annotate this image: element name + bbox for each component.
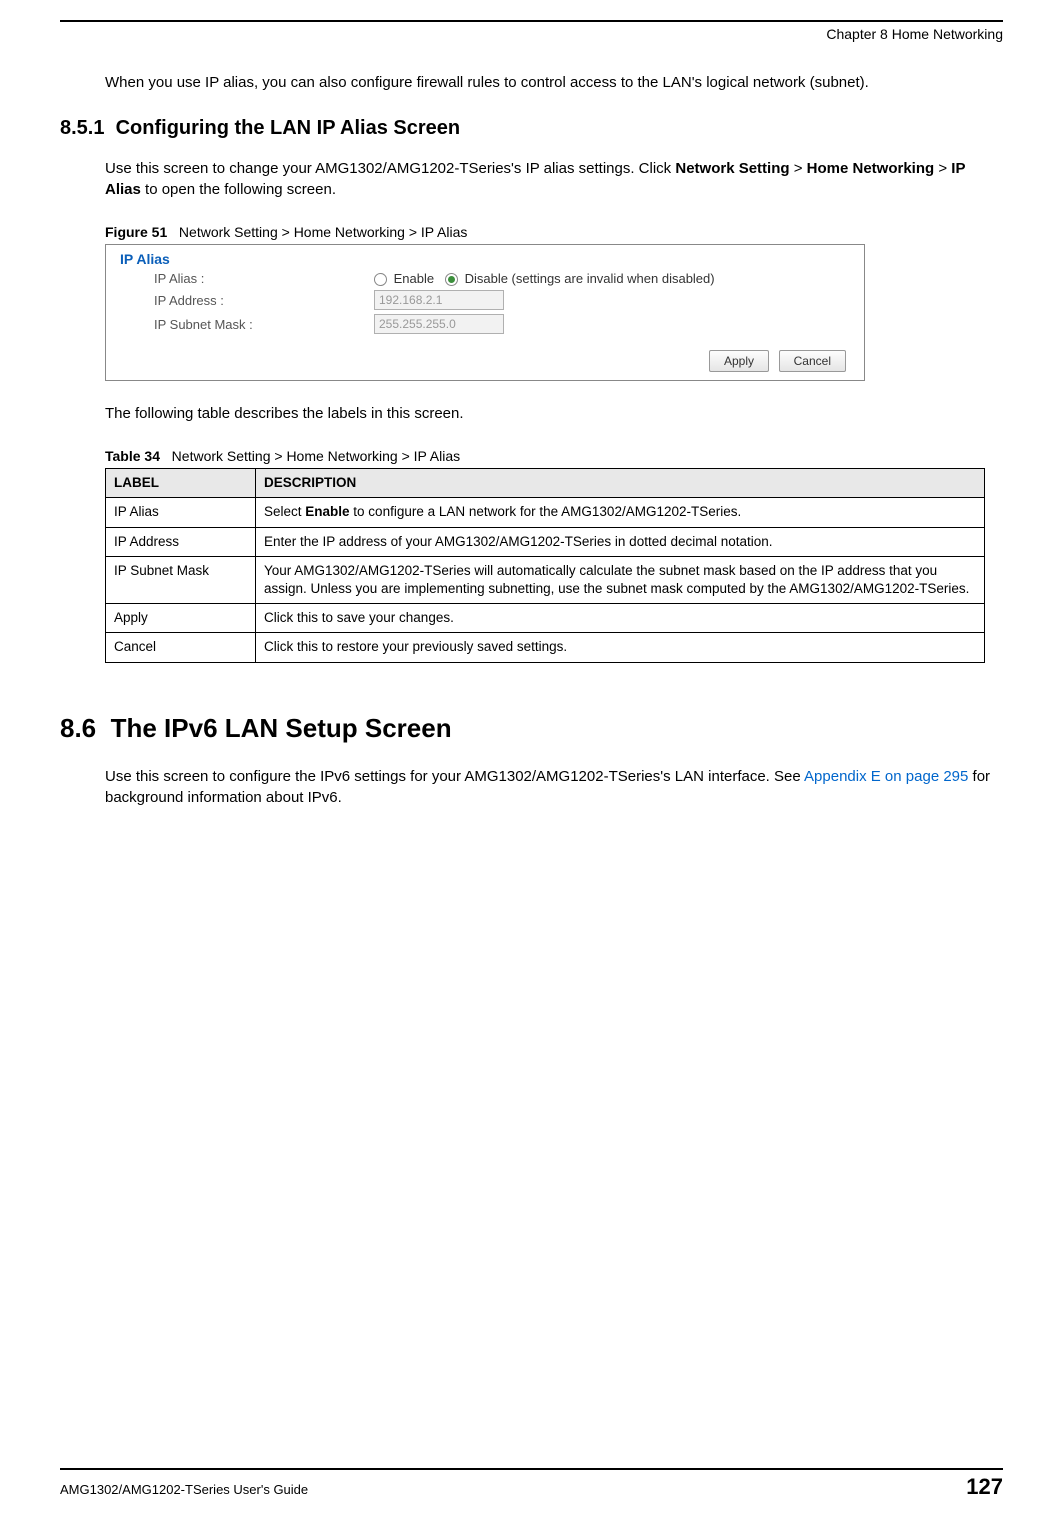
- td-desc: Select Enable to configure a LAN network…: [256, 498, 985, 527]
- footer-rule: [60, 1468, 1003, 1470]
- figure-panel-title: IP Alias: [106, 245, 864, 269]
- table-caption-text: Network Setting > Home Networking > IP A…: [172, 448, 460, 464]
- heading-number: 8.5.1: [60, 117, 104, 139]
- appendix-link[interactable]: Appendix E on page 295: [804, 768, 968, 785]
- footer-guide: AMG1302/AMG1202-TSeries User's Guide: [60, 1482, 308, 1497]
- th-label: LABEL: [106, 469, 256, 498]
- subnet-label: IP Subnet Mask :: [154, 317, 374, 332]
- top-rule: [60, 20, 1003, 22]
- figure-caption: Figure 51 Network Setting > Home Network…: [105, 224, 1003, 240]
- desc-post: to configure a LAN network for the AMG13…: [350, 504, 742, 519]
- apply-button[interactable]: Apply: [709, 350, 769, 372]
- radio-disable[interactable]: [445, 273, 458, 286]
- heading-8-5-1: 8.5.1 Configuring the LAN IP Alias Scree…: [60, 117, 1003, 140]
- heading-number: 8.6: [60, 713, 96, 743]
- table-intro: The following table describes the labels…: [105, 403, 1003, 424]
- ipaddress-label: IP Address :: [154, 293, 374, 308]
- figure-caption-text: Network Setting > Home Networking > IP A…: [179, 224, 467, 240]
- p86-pre: Use this screen to configure the IPv6 se…: [105, 768, 804, 785]
- td-label: IP Alias: [106, 498, 256, 527]
- figure-button-row: Apply Cancel: [106, 336, 864, 380]
- section-86-paragraph: Use this screen to configure the IPv6 se…: [105, 766, 1003, 808]
- table-row: IP Alias Select Enable to configure a LA…: [106, 498, 985, 527]
- td-label: IP Address: [106, 527, 256, 556]
- p-pre: Use this screen to change your AMG1302/A…: [105, 160, 675, 177]
- th-desc: DESCRIPTION: [256, 469, 985, 498]
- figure-row-ipaddress: IP Address :: [106, 288, 864, 312]
- td-label: IP Subnet Mask: [106, 556, 256, 603]
- table-header-row: LABEL DESCRIPTION: [106, 469, 985, 498]
- radio-disable-label: Disable (settings are invalid when disab…: [465, 271, 715, 286]
- footer-page-number: 127: [966, 1474, 1003, 1500]
- desc-bold: Enable: [305, 504, 349, 519]
- figure-label: Figure 51: [105, 224, 167, 240]
- ipaddress-input[interactable]: [374, 290, 504, 310]
- p-bold2: Home Networking: [807, 160, 935, 177]
- td-desc: Your AMG1302/AMG1202-TSeries will automa…: [256, 556, 985, 603]
- heading-title: The IPv6 LAN Setup Screen: [111, 713, 452, 743]
- p-post: to open the following screen.: [141, 181, 336, 198]
- td-desc: Enter the IP address of your AMG1302/AMG…: [256, 527, 985, 556]
- table-label: Table 34: [105, 448, 160, 464]
- table-caption: Table 34 Network Setting > Home Networki…: [105, 448, 1003, 464]
- cancel-button[interactable]: Cancel: [779, 350, 846, 372]
- page-footer: AMG1302/AMG1202-TSeries User's Guide 127: [60, 1468, 1003, 1500]
- td-desc: Click this to restore your previously sa…: [256, 633, 985, 662]
- heading-title: Configuring the LAN IP Alias Screen: [116, 117, 461, 139]
- chapter-header: Chapter 8 Home Networking: [60, 26, 1003, 42]
- figure-screenshot: IP Alias IP Alias : Enable Disable (sett…: [105, 244, 865, 381]
- p-gt1: >: [790, 160, 807, 177]
- td-desc: Click this to save your changes.: [256, 604, 985, 633]
- table-row: Cancel Click this to restore your previo…: [106, 633, 985, 662]
- desc-pre: Select: [264, 504, 305, 519]
- section-851-paragraph: Use this screen to change your AMG1302/A…: [105, 158, 1003, 200]
- subnet-input[interactable]: [374, 314, 504, 334]
- p-gt2: >: [934, 160, 951, 177]
- description-table: LABEL DESCRIPTION IP Alias Select Enable…: [105, 468, 985, 663]
- table-row: Apply Click this to save your changes.: [106, 604, 985, 633]
- radio-enable[interactable]: [374, 273, 387, 286]
- table-row: IP Address Enter the IP address of your …: [106, 527, 985, 556]
- td-label: Apply: [106, 604, 256, 633]
- p-bold1: Network Setting: [675, 160, 789, 177]
- ipalias-label: IP Alias :: [154, 271, 374, 286]
- radio-enable-label: Enable: [394, 271, 434, 286]
- intro-paragraph: When you use IP alias, you can also conf…: [105, 72, 1003, 93]
- heading-8-6: 8.6 The IPv6 LAN Setup Screen: [60, 713, 1003, 744]
- td-label: Cancel: [106, 633, 256, 662]
- table-row: IP Subnet Mask Your AMG1302/AMG1202-TSer…: [106, 556, 985, 603]
- figure-row-subnet: IP Subnet Mask :: [106, 312, 864, 336]
- figure-row-ipalias: IP Alias : Enable Disable (settings are …: [106, 269, 864, 288]
